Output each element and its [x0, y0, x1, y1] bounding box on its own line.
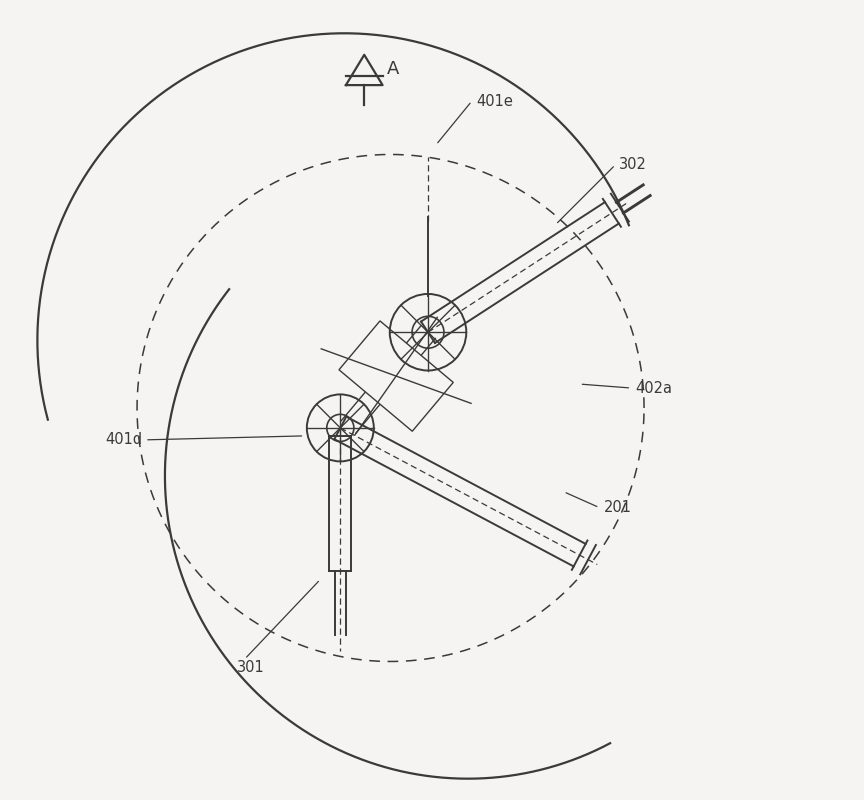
Text: 302: 302	[619, 158, 647, 172]
Text: 301: 301	[237, 659, 264, 674]
Polygon shape	[339, 321, 454, 431]
Text: 401d: 401d	[105, 432, 143, 447]
Text: 402a: 402a	[635, 381, 672, 395]
Text: 201: 201	[603, 500, 632, 515]
Text: A: A	[386, 60, 399, 78]
Text: 401e: 401e	[476, 94, 512, 109]
